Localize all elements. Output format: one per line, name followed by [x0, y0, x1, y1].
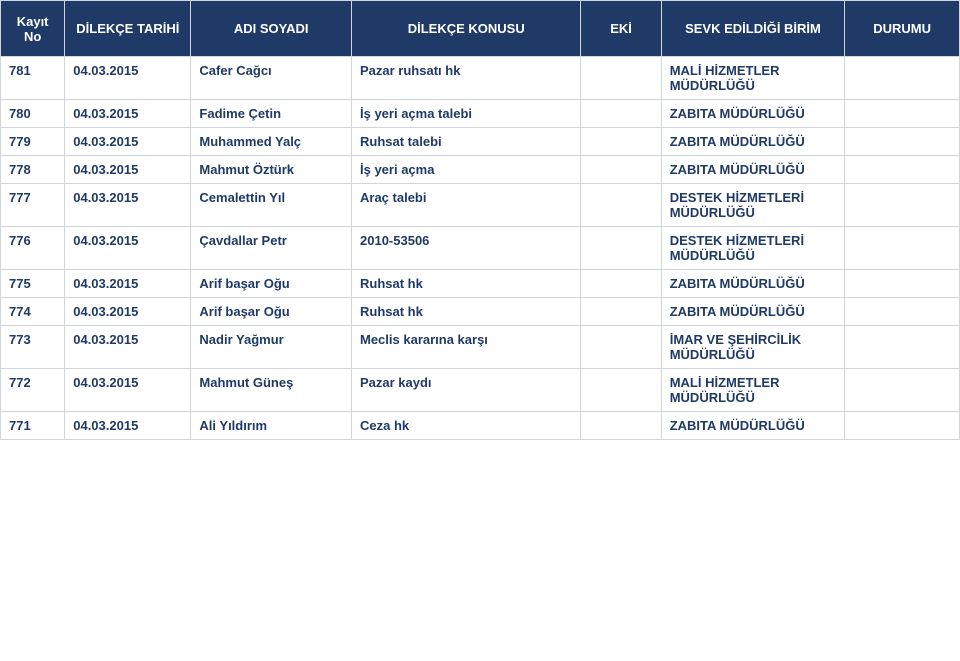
cell-birim: MALİ HİZMETLER MÜDÜRLÜĞÜ: [661, 369, 845, 412]
cell-kayit-no: 773: [1, 326, 65, 369]
cell-konu: Meclis kararına karşı: [352, 326, 581, 369]
cell-ad: Nadir Yağmur: [191, 326, 352, 369]
cell-ad: Muhammed Yalç: [191, 128, 352, 156]
cell-durum: [845, 412, 960, 440]
header-adi-soyadi: ADI SOYADI: [191, 1, 352, 57]
cell-durum: [845, 227, 960, 270]
cell-konu: Ceza hk: [352, 412, 581, 440]
cell-birim: ZABITA MÜDÜRLÜĞÜ: [661, 412, 845, 440]
cell-konu: İş yeri açma talebi: [352, 100, 581, 128]
cell-ad: Fadime Çetin: [191, 100, 352, 128]
cell-konu: Ruhsat hk: [352, 298, 581, 326]
cell-tarih: 04.03.2015: [65, 128, 191, 156]
cell-ad: Cafer Cağcı: [191, 57, 352, 100]
cell-konu: 2010-53506: [352, 227, 581, 270]
cell-ad: Ali Yıldırım: [191, 412, 352, 440]
cell-birim: ZABITA MÜDÜRLÜĞÜ: [661, 298, 845, 326]
table-body: 78104.03.2015Cafer CağcıPazar ruhsatı hk…: [1, 57, 960, 440]
cell-tarih: 04.03.2015: [65, 156, 191, 184]
cell-tarih: 04.03.2015: [65, 227, 191, 270]
cell-birim: DESTEK HİZMETLERİ MÜDÜRLÜĞÜ: [661, 184, 845, 227]
cell-durum: [845, 57, 960, 100]
cell-tarih: 04.03.2015: [65, 298, 191, 326]
cell-ad: Arif başar Oğu: [191, 270, 352, 298]
cell-tarih: 04.03.2015: [65, 412, 191, 440]
cell-durum: [845, 369, 960, 412]
cell-tarih: 04.03.2015: [65, 100, 191, 128]
cell-eki: [581, 156, 661, 184]
cell-durum: [845, 270, 960, 298]
cell-tarih: 04.03.2015: [65, 270, 191, 298]
table-row: 77504.03.2015Arif başar OğuRuhsat hk ZABI…: [1, 270, 960, 298]
cell-konu: Ruhsat hk: [352, 270, 581, 298]
cell-durum: [845, 298, 960, 326]
cell-birim: ZABITA MÜDÜRLÜĞÜ: [661, 156, 845, 184]
cell-kayit-no: 777: [1, 184, 65, 227]
cell-eki: [581, 57, 661, 100]
table-row: 77604.03.2015Çavdallar Petr2010-53506 DES…: [1, 227, 960, 270]
cell-tarih: 04.03.2015: [65, 57, 191, 100]
cell-eki: [581, 326, 661, 369]
header-birim: SEVK EDİLDİĞİ BİRİM: [661, 1, 845, 57]
cell-kayit-no: 775: [1, 270, 65, 298]
cell-birim: İMAR VE ŞEHİRCİLİK MÜDÜRLÜĞÜ: [661, 326, 845, 369]
cell-eki: [581, 227, 661, 270]
cell-konu: İş yeri açma: [352, 156, 581, 184]
cell-tarih: 04.03.2015: [65, 184, 191, 227]
cell-kayit-no: 780: [1, 100, 65, 128]
header-kayit-no: Kayıt No: [1, 1, 65, 57]
table-row: 77404.03.2015Arif başar OğuRuhsat hk ZABI…: [1, 298, 960, 326]
cell-ad: Mahmut Güneş: [191, 369, 352, 412]
cell-birim: ZABITA MÜDÜRLÜĞÜ: [661, 128, 845, 156]
table-row: 77704.03.2015Cemalettin YılAraç talebi DE…: [1, 184, 960, 227]
cell-durum: [845, 100, 960, 128]
cell-durum: [845, 184, 960, 227]
table-row: 77204.03.2015Mahmut GüneşPazar kaydı MALİ…: [1, 369, 960, 412]
cell-birim: ZABITA MÜDÜRLÜĞÜ: [661, 100, 845, 128]
header-eki: EKİ: [581, 1, 661, 57]
cell-kayit-no: 779: [1, 128, 65, 156]
header-durumu: DURUMU: [845, 1, 960, 57]
table-row: 77304.03.2015Nadir YağmurMeclis kararına…: [1, 326, 960, 369]
table-row: 77904.03.2015Muhammed YalçRuhsat talebi Z…: [1, 128, 960, 156]
cell-birim: ZABITA MÜDÜRLÜĞÜ: [661, 270, 845, 298]
cell-ad: Mahmut Öztürk: [191, 156, 352, 184]
cell-durum: [845, 128, 960, 156]
cell-eki: [581, 184, 661, 227]
cell-durum: [845, 156, 960, 184]
header-konu: DİLEKÇE KONUSU: [352, 1, 581, 57]
cell-eki: [581, 412, 661, 440]
cell-konu: Pazar kaydı: [352, 369, 581, 412]
table-row: 77104.03.2015Ali YıldırımCeza hk ZABITA M…: [1, 412, 960, 440]
cell-tarih: 04.03.2015: [65, 326, 191, 369]
cell-kayit-no: 778: [1, 156, 65, 184]
petition-table: Kayıt No DİLEKÇE TARİHİ ADI SOYADI DİLEK…: [0, 0, 960, 440]
cell-konu: Pazar ruhsatı hk: [352, 57, 581, 100]
cell-kayit-no: 772: [1, 369, 65, 412]
table-header: Kayıt No DİLEKÇE TARİHİ ADI SOYADI DİLEK…: [1, 1, 960, 57]
header-tarih: DİLEKÇE TARİHİ: [65, 1, 191, 57]
cell-birim: DESTEK HİZMETLERİ MÜDÜRLÜĞÜ: [661, 227, 845, 270]
cell-eki: [581, 298, 661, 326]
cell-ad: Cemalettin Yıl: [191, 184, 352, 227]
table-row: 78104.03.2015Cafer CağcıPazar ruhsatı hk…: [1, 57, 960, 100]
cell-eki: [581, 128, 661, 156]
cell-ad: Arif başar Oğu: [191, 298, 352, 326]
cell-kayit-no: 776: [1, 227, 65, 270]
cell-kayit-no: 771: [1, 412, 65, 440]
cell-konu: Araç talebi: [352, 184, 581, 227]
cell-eki: [581, 369, 661, 412]
cell-birim: MALİ HİZMETLER MÜDÜRLÜĞÜ: [661, 57, 845, 100]
header-row: Kayıt No DİLEKÇE TARİHİ ADI SOYADI DİLEK…: [1, 1, 960, 57]
cell-ad: Çavdallar Petr: [191, 227, 352, 270]
cell-eki: [581, 270, 661, 298]
table-row: 78004.03.2015Fadime Çetinİş yeri açma ta…: [1, 100, 960, 128]
cell-konu: Ruhsat talebi: [352, 128, 581, 156]
cell-kayit-no: 781: [1, 57, 65, 100]
cell-durum: [845, 326, 960, 369]
cell-kayit-no: 774: [1, 298, 65, 326]
cell-eki: [581, 100, 661, 128]
cell-tarih: 04.03.2015: [65, 369, 191, 412]
table-row: 77804.03.2015Mahmut Öztürkİş yeri açma ZA…: [1, 156, 960, 184]
